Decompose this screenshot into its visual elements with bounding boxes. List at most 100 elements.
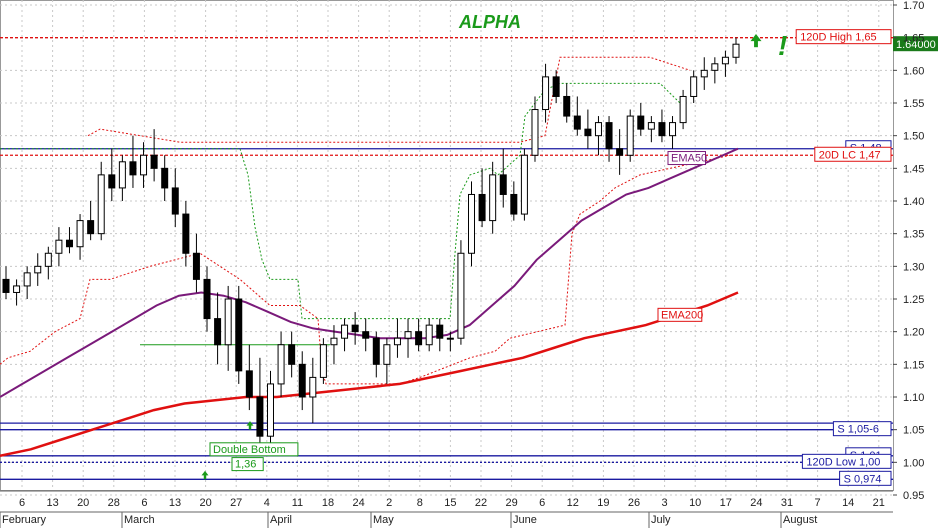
candle-up: [97, 174, 105, 235]
y-tick-label: 1.30: [903, 261, 924, 273]
candle-down: [478, 193, 486, 222]
x-tick-label: 14: [842, 497, 854, 509]
candle: [468, 181, 476, 267]
exclamation-mark: !: [778, 30, 787, 61]
candle-up: [711, 63, 719, 71]
candle-up: [531, 109, 539, 156]
x-tick-label: 20: [77, 497, 89, 509]
low-120d-label: 120D Low 1,00: [801, 453, 892, 469]
candle: [690, 70, 698, 103]
candle-down: [171, 187, 179, 215]
candle-up: [55, 239, 63, 254]
lc20d-label: 20D LC 1,47: [814, 146, 892, 162]
candle: [415, 318, 423, 352]
up-arrow-icon-shaft: [203, 475, 207, 480]
x-tick-label: 6: [141, 497, 147, 509]
annotations: EMA50 EMA200 Double Bottom 1,36!: [201, 30, 787, 480]
candle-down: [288, 344, 296, 365]
up-arrow-icon-head: [246, 421, 254, 426]
candle-down: [108, 174, 116, 189]
candle: [44, 246, 52, 280]
candle: [669, 116, 677, 149]
candle-down: [637, 115, 645, 130]
candle: [309, 357, 317, 424]
candle: [23, 266, 31, 299]
candle: [330, 325, 338, 365]
candle: [637, 103, 645, 136]
candle-up: [700, 69, 708, 78]
trailing-stops: [0, 56, 731, 385]
month-label: March: [124, 514, 155, 526]
candle: [700, 57, 708, 90]
x-tick-label: 18: [322, 497, 334, 509]
candle: [34, 253, 42, 286]
candle: [55, 227, 63, 267]
s1056-label: S 1,05-6: [832, 421, 892, 437]
candle-down: [362, 331, 370, 339]
candle: [563, 83, 571, 123]
candle-down: [161, 167, 169, 189]
candle: [531, 96, 539, 162]
candle-up: [277, 344, 285, 385]
candle-down: [129, 161, 137, 176]
up-arrow-icon-head: [201, 470, 209, 476]
up-arrow-icon: [750, 34, 762, 48]
candle: [616, 129, 624, 175]
candle: [594, 116, 602, 156]
candle: [721, 50, 729, 77]
price-tag: [893, 36, 938, 52]
candle: [150, 129, 158, 182]
candle: [87, 201, 95, 241]
candle: [404, 318, 412, 358]
candle: [658, 109, 666, 143]
candle-down: [552, 76, 560, 97]
y-tick-label: 1.05: [903, 425, 924, 437]
candle-up: [425, 324, 433, 346]
up-arrow-icon-shaft: [754, 40, 758, 48]
candle-up: [44, 252, 52, 267]
candle-down: [150, 154, 158, 169]
candle: [383, 338, 391, 384]
candle-down: [605, 122, 613, 150]
candle-up: [446, 337, 454, 340]
green-trailing-stop: [0, 82, 681, 320]
candle-down: [192, 252, 200, 280]
candle-up: [520, 154, 528, 215]
up-arrow-icon: [246, 421, 254, 430]
candle: [446, 331, 454, 352]
candle-down: [510, 193, 518, 215]
candles: [2, 37, 740, 456]
double-bottom-value-box: [231, 457, 264, 472]
candle: [76, 214, 84, 260]
y-tick-label: 1.45: [903, 163, 924, 175]
candle: [171, 168, 179, 228]
y-tick-label: 0.95: [903, 490, 924, 502]
candle: [108, 148, 116, 201]
candle: [499, 148, 507, 208]
candle: [129, 135, 137, 188]
candle-down: [573, 115, 581, 130]
s0974-label-box: [839, 470, 892, 486]
x-tick-label: 2: [386, 497, 392, 509]
candle: [2, 266, 10, 299]
candle: [341, 318, 349, 352]
candle: [489, 161, 497, 234]
x-tick-label: 29: [505, 497, 517, 509]
candle-up: [309, 376, 317, 398]
candle-down: [2, 278, 10, 293]
candle: [542, 63, 550, 123]
candle-up: [341, 324, 349, 339]
candle-up: [721, 56, 729, 65]
candle-up: [34, 265, 42, 274]
candle-up: [140, 154, 148, 176]
candle-up: [23, 272, 31, 287]
x-tick-label: 7: [815, 497, 821, 509]
y-tick-label: 1.40: [903, 196, 924, 208]
x-tick-label: 6: [19, 497, 25, 509]
candle: [140, 142, 148, 188]
horizontal-levels: 120D High 1,65S 1,4820D LC 1,47S 1,05-6S…: [0, 29, 938, 486]
double-bottom-label-box: [209, 442, 299, 457]
candle-down: [616, 148, 624, 156]
ema200-line: [0, 291, 739, 458]
